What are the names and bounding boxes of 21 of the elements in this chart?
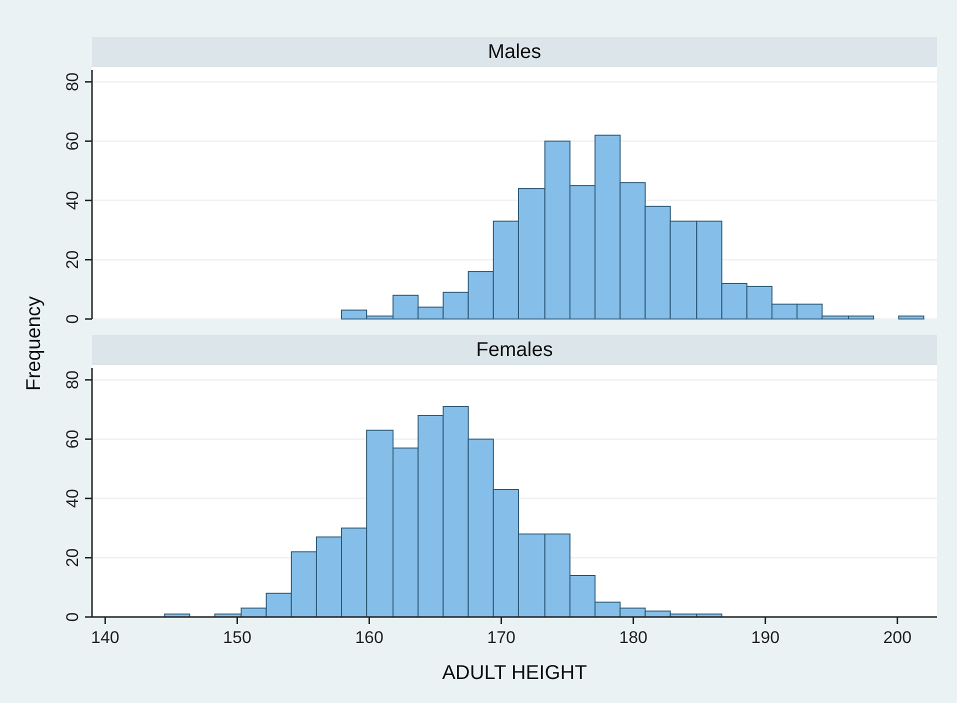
x-tick-label: 170 <box>487 628 516 647</box>
x-tick-label: 190 <box>751 628 780 647</box>
x-tick-label: 140 <box>91 628 120 647</box>
x-tick-label: 160 <box>355 628 384 647</box>
y-tick-label: 60 <box>63 430 82 449</box>
y-tick-label: 0 <box>63 612 82 622</box>
y-axis-title: Frequency <box>23 296 45 391</box>
y-tick-label: 20 <box>63 548 82 568</box>
y-tick-label: 80 <box>63 72 82 92</box>
chart-title: Females <box>476 339 553 361</box>
x-axis-title: ADULT HEIGHT <box>442 662 587 684</box>
y-tick-label: 80 <box>63 370 82 390</box>
y-tick-label: 20 <box>63 250 82 270</box>
x-tick-label: 180 <box>619 628 648 647</box>
y-tick-label: 40 <box>63 488 82 508</box>
x-tick-label: 150 <box>223 628 252 647</box>
y-tick-label: 60 <box>63 132 82 151</box>
x-tick-label: 200 <box>883 628 912 647</box>
y-tick-label: 40 <box>63 190 82 210</box>
y-tick-label: 0 <box>63 314 82 324</box>
chart-title: Males <box>488 41 542 63</box>
